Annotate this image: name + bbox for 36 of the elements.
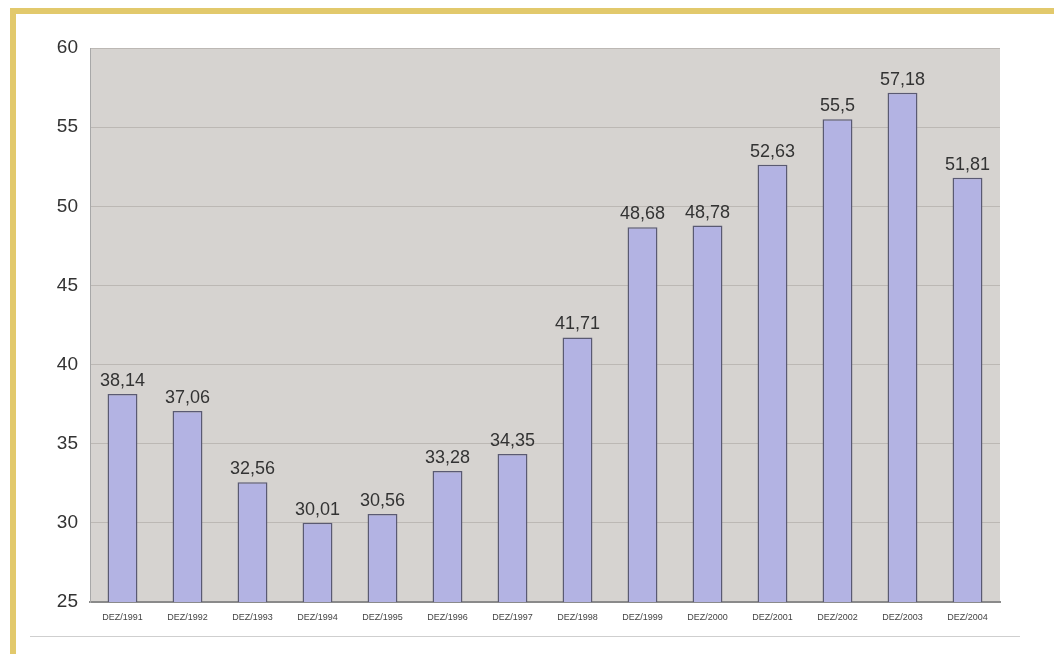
x-tick-label: DEZ/1993 (232, 611, 273, 622)
x-tick-label: DEZ/2002 (817, 611, 858, 622)
data-label: 51,81 (944, 153, 991, 174)
y-tick-label: 50 (56, 194, 78, 216)
y-tick-label: 35 (56, 431, 78, 453)
data-label: 30,56 (359, 489, 406, 510)
y-tick-label: 45 (56, 273, 78, 295)
x-tick-label: DEZ/1998 (557, 611, 598, 622)
x-tick-label: DEZ/1996 (427, 611, 468, 622)
y-tick-label: 55 (56, 115, 78, 137)
x-tick-label: DEZ/1992 (167, 611, 208, 622)
data-label: 48,78 (684, 201, 731, 222)
data-label: 57,18 (879, 68, 926, 89)
data-label: 38,14 (99, 369, 146, 390)
x-tick-label: DEZ/1995 (362, 611, 403, 622)
data-label: 41,71 (554, 313, 601, 334)
y-tick-label: 40 (56, 352, 78, 374)
data-label: 32,56 (229, 458, 276, 479)
data-label: 52,63 (749, 140, 796, 161)
data-label: 33,28 (424, 446, 471, 467)
y-tick-label: 25 (56, 590, 78, 612)
x-tick-label: DEZ/2000 (687, 611, 728, 622)
x-tick-label: DEZ/2003 (882, 611, 923, 622)
data-label: 34,35 (489, 429, 536, 450)
data-label: 30,01 (294, 498, 341, 519)
x-tick-label: DEZ/1991 (102, 611, 143, 622)
data-label: 48,68 (619, 203, 666, 224)
x-tick-label: DEZ/1997 (492, 611, 533, 622)
x-tick-label: DEZ/2001 (752, 611, 793, 622)
y-tick-label: 60 (56, 36, 78, 58)
x-tick-label: DEZ/1994 (297, 611, 338, 622)
data-label: 55,5 (819, 95, 856, 116)
y-tick-label: 30 (56, 511, 78, 533)
data-label: 37,06 (164, 387, 211, 408)
x-tick-label: DEZ/2004 (947, 611, 988, 622)
x-tick-label: DEZ/1999 (622, 611, 663, 622)
